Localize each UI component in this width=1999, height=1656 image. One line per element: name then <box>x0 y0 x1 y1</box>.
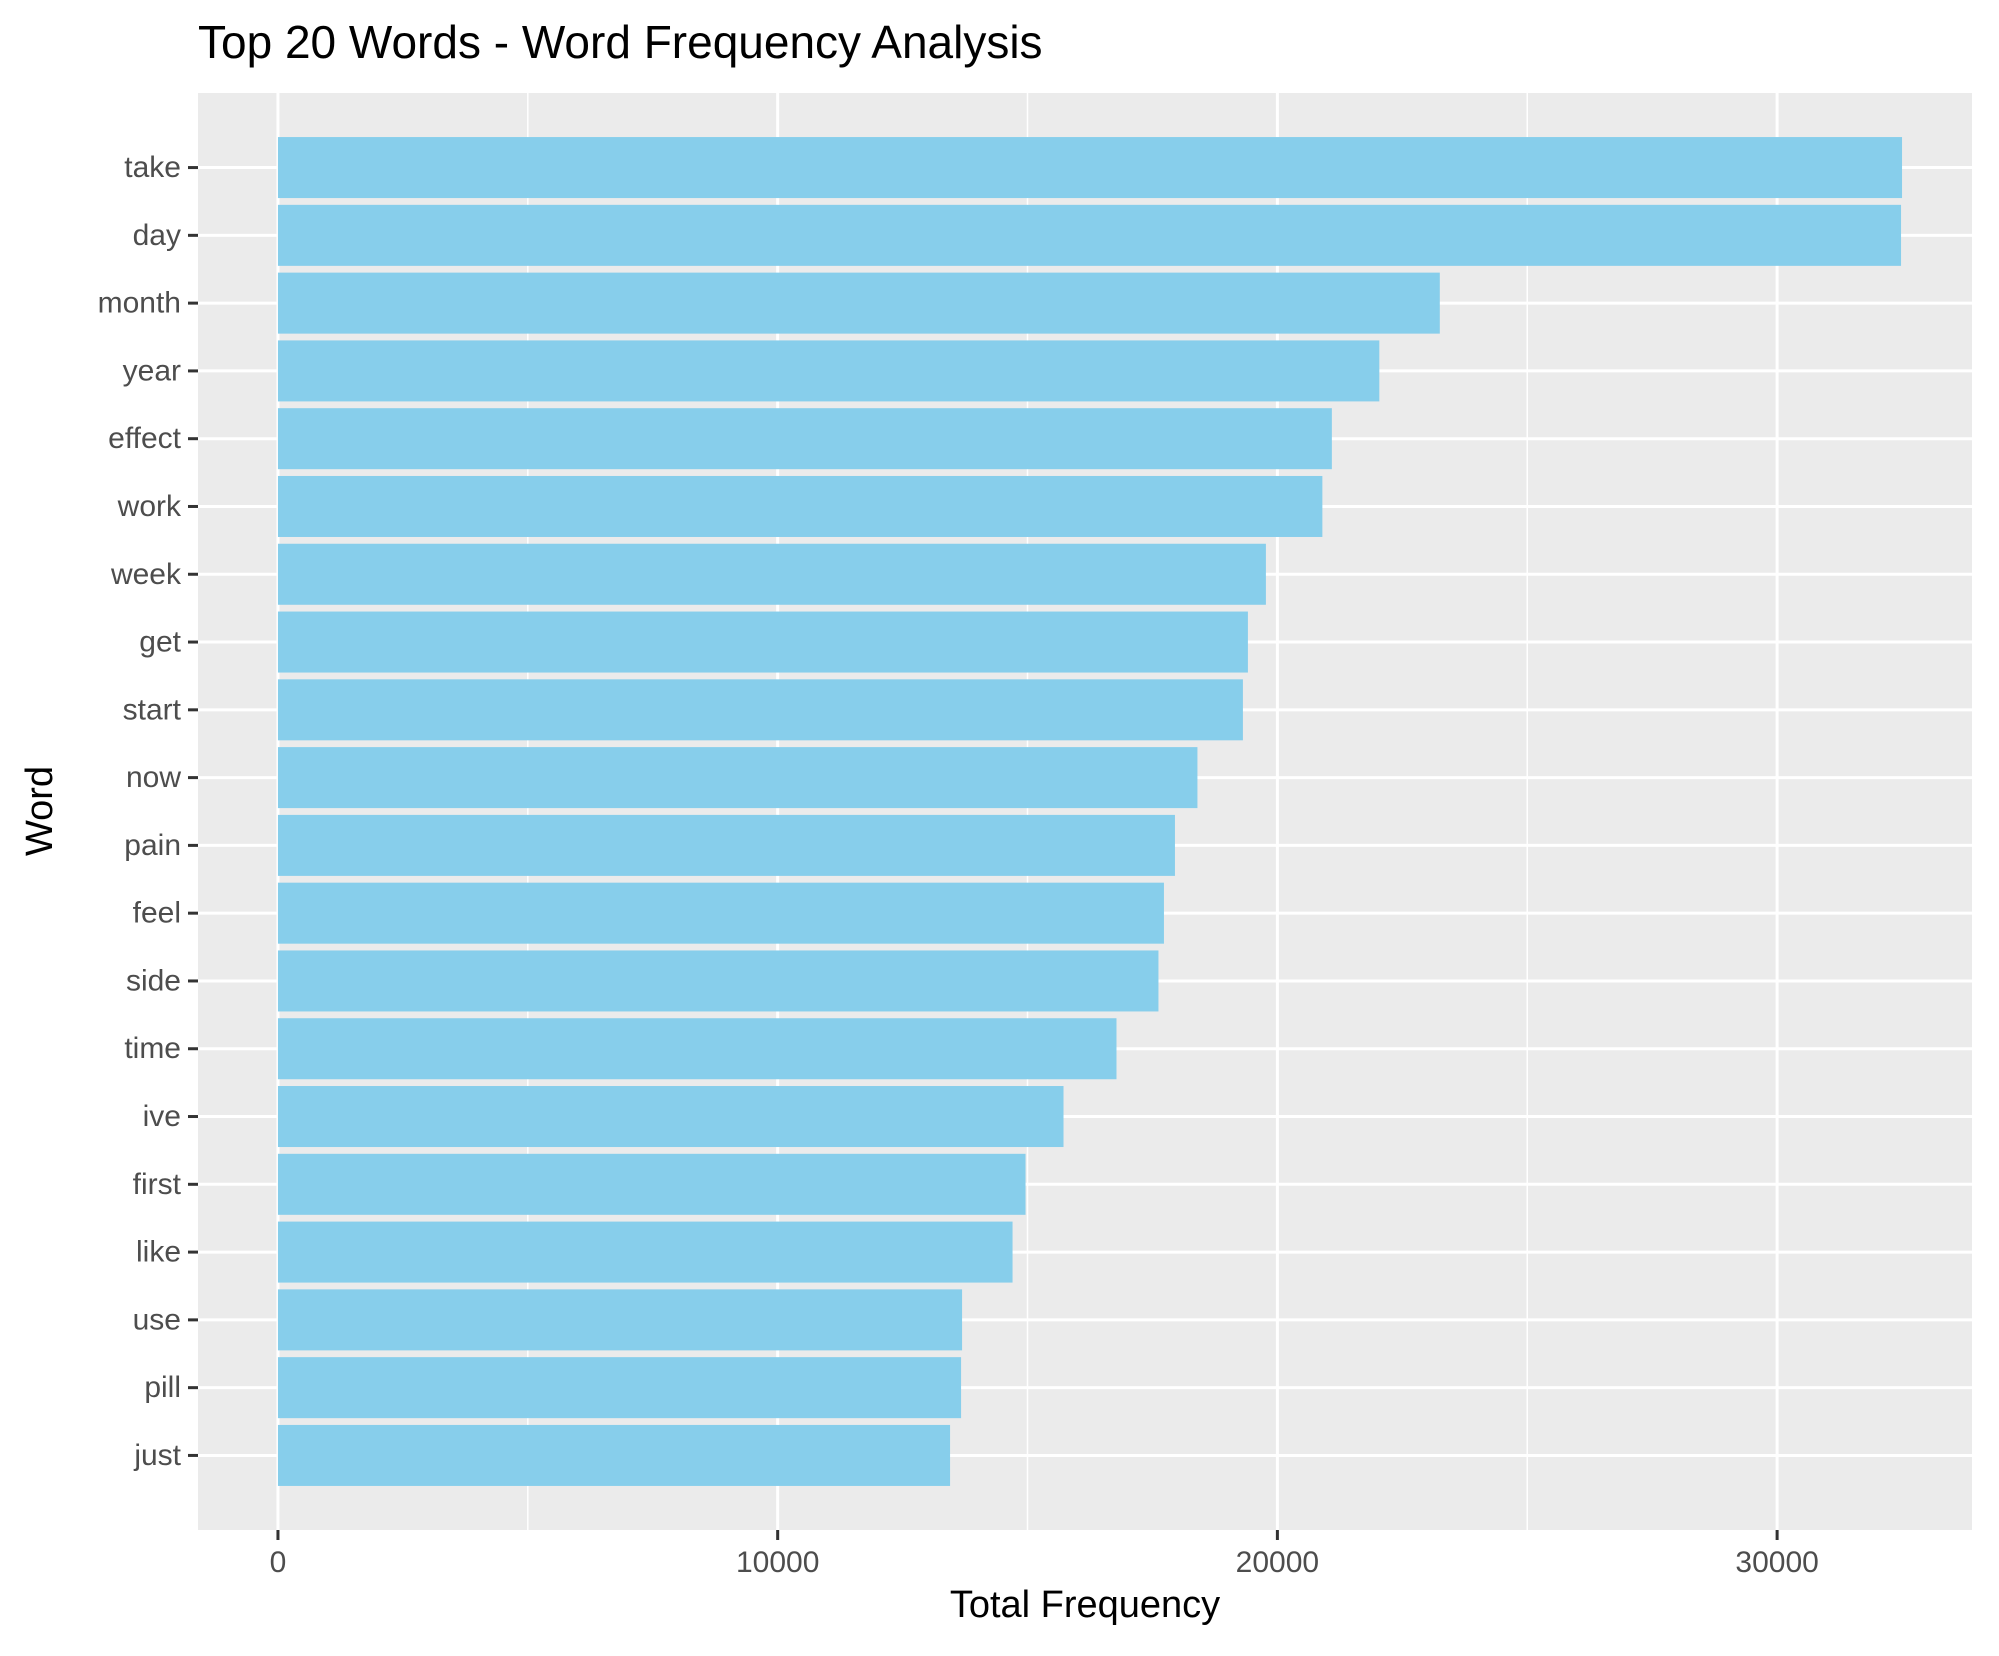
bar-feel <box>277 882 1164 944</box>
y-tick-label: start <box>123 693 182 726</box>
x-tick-label: 10000 <box>736 1546 819 1579</box>
y-axis-title: Word <box>19 766 61 856</box>
bar-effect <box>277 408 1332 470</box>
bar-ive <box>277 1086 1064 1148</box>
bar-like <box>277 1221 1013 1283</box>
y-tick-label: now <box>126 761 181 794</box>
bar-side <box>277 950 1159 1012</box>
bar-pain <box>277 814 1175 876</box>
y-tick-label: month <box>98 287 181 320</box>
chart-title: Top 20 Words - Word Frequency Analysis <box>198 16 1043 68</box>
y-tick-label: effect <box>108 422 181 455</box>
y-tick-label: ive <box>143 1100 181 1133</box>
bar-work <box>277 475 1323 537</box>
y-axis: take day month year effect work week get start no… <box>98 151 198 1472</box>
bar-month <box>277 272 1440 334</box>
bar-pill <box>277 1357 962 1419</box>
bar-time <box>277 1018 1117 1080</box>
bar-year <box>277 340 1380 402</box>
y-tick-label: work <box>117 490 182 523</box>
y-tick-label: take <box>124 151 181 184</box>
bar-just <box>277 1424 951 1486</box>
bar-week <box>277 543 1266 605</box>
y-tick-label: side <box>126 964 181 997</box>
bar-use <box>277 1289 963 1351</box>
bar-start <box>277 679 1243 741</box>
y-tick-label: just <box>133 1439 181 1472</box>
bar-take <box>277 137 1903 199</box>
bar-first <box>277 1153 1026 1215</box>
x-tick-label: 20000 <box>1236 1546 1319 1579</box>
y-tick-label: pill <box>144 1371 181 1404</box>
bar-get <box>277 611 1248 673</box>
bars <box>277 137 1903 1486</box>
y-tick-label: day <box>133 219 181 252</box>
y-tick-label: use <box>133 1303 181 1336</box>
x-axis: 0 10000 20000 30000 <box>270 1530 1819 1579</box>
y-tick-label: like <box>136 1236 181 1269</box>
y-tick-label: time <box>124 1032 181 1065</box>
y-tick-label: year <box>123 354 181 387</box>
bar-day <box>277 204 1902 266</box>
y-tick-label: first <box>133 1168 182 1201</box>
bar-now <box>277 747 1198 809</box>
x-tick-label: 30000 <box>1735 1546 1818 1579</box>
x-tick-label: 0 <box>270 1546 287 1579</box>
y-tick-label: get <box>139 626 181 659</box>
y-tick-label: feel <box>133 897 181 930</box>
y-tick-label: week <box>110 558 182 591</box>
y-tick-label: pain <box>124 829 181 862</box>
x-axis-title: Total Frequency <box>950 1584 1220 1626</box>
